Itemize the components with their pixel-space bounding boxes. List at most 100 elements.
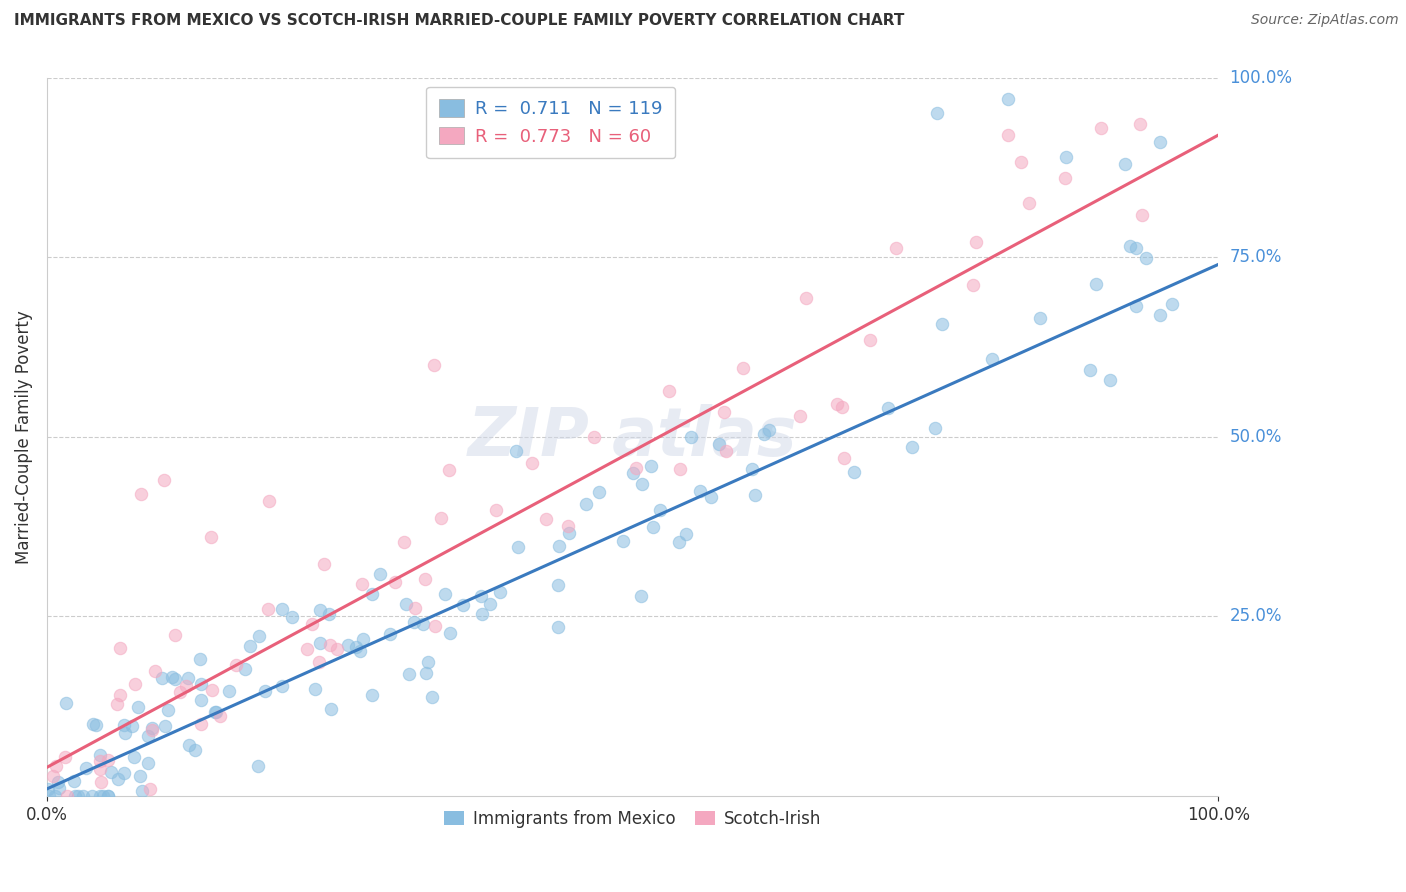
Point xyxy=(319,639,342,653)
Point xyxy=(370,566,392,581)
Point xyxy=(744,488,766,502)
Point xyxy=(675,526,697,541)
Point xyxy=(415,665,437,680)
Point xyxy=(190,677,212,691)
Point xyxy=(90,774,112,789)
Point xyxy=(997,92,1019,106)
Point xyxy=(931,317,953,331)
Point xyxy=(352,632,374,646)
Point xyxy=(114,726,136,740)
Point xyxy=(681,430,703,444)
Point xyxy=(470,589,492,603)
Point xyxy=(1161,297,1184,311)
Point xyxy=(259,494,281,508)
Text: 50.0%: 50.0% xyxy=(1230,428,1282,446)
Point xyxy=(270,602,292,616)
Point xyxy=(522,456,544,470)
Point xyxy=(1054,150,1077,164)
Point xyxy=(1130,208,1153,222)
Point xyxy=(842,465,865,479)
Legend: Immigrants from Mexico, Scotch-Irish: Immigrants from Mexico, Scotch-Irish xyxy=(437,803,828,834)
Point xyxy=(301,616,323,631)
Point xyxy=(129,768,152,782)
Point xyxy=(150,672,173,686)
Point xyxy=(56,789,79,803)
Point xyxy=(97,753,120,767)
Text: IMMIGRANTS FROM MEXICO VS SCOTCH-IRISH MARRIED-COUPLE FAMILY POVERTY CORRELATION: IMMIGRANTS FROM MEXICO VS SCOTCH-IRISH M… xyxy=(14,13,904,29)
Point xyxy=(124,750,146,764)
Point xyxy=(547,539,569,553)
Point xyxy=(138,756,160,770)
Point xyxy=(63,789,86,803)
Point xyxy=(112,717,135,731)
Point xyxy=(201,682,224,697)
Point xyxy=(112,765,135,780)
Point xyxy=(630,476,652,491)
Point xyxy=(831,401,853,415)
Point xyxy=(1125,299,1147,313)
Point xyxy=(1084,277,1107,291)
Point xyxy=(53,750,76,764)
Point xyxy=(72,789,94,803)
Point xyxy=(131,783,153,797)
Point xyxy=(1118,239,1140,253)
Point xyxy=(304,681,326,696)
Point xyxy=(200,530,222,544)
Point xyxy=(876,401,898,415)
Point xyxy=(169,685,191,699)
Point xyxy=(1149,308,1171,322)
Point xyxy=(981,351,1004,366)
Point xyxy=(184,743,207,757)
Point xyxy=(471,607,494,621)
Point xyxy=(1099,373,1122,387)
Text: 75.0%: 75.0% xyxy=(1230,248,1282,266)
Point xyxy=(97,789,120,803)
Point xyxy=(412,616,434,631)
Point xyxy=(165,673,187,687)
Point xyxy=(129,487,152,501)
Point xyxy=(127,700,149,714)
Point xyxy=(110,641,132,656)
Point xyxy=(89,755,111,769)
Point xyxy=(484,503,506,517)
Point xyxy=(309,636,332,650)
Point xyxy=(884,241,907,255)
Point xyxy=(41,769,63,783)
Point xyxy=(1135,251,1157,265)
Point xyxy=(155,719,177,733)
Point xyxy=(398,666,420,681)
Point xyxy=(707,436,730,450)
Point xyxy=(105,697,128,711)
Point xyxy=(55,696,77,710)
Point xyxy=(789,409,811,423)
Point xyxy=(253,684,276,698)
Point xyxy=(82,789,104,803)
Point xyxy=(108,688,131,702)
Point xyxy=(225,657,247,672)
Point xyxy=(451,598,474,612)
Point xyxy=(44,789,66,803)
Point xyxy=(179,738,201,752)
Point xyxy=(505,444,527,458)
Point xyxy=(658,384,681,398)
Point xyxy=(1029,310,1052,325)
Y-axis label: Married-Couple Family Poverty: Married-Couple Family Poverty xyxy=(15,310,32,564)
Point xyxy=(394,597,416,611)
Point xyxy=(420,690,443,704)
Point xyxy=(1114,157,1136,171)
Point xyxy=(965,235,987,250)
Point xyxy=(927,106,949,120)
Point xyxy=(404,615,426,629)
Point xyxy=(124,676,146,690)
Point xyxy=(309,603,332,617)
Point xyxy=(188,652,211,666)
Point xyxy=(337,638,360,652)
Point xyxy=(1090,120,1112,135)
Point xyxy=(45,758,67,772)
Point xyxy=(758,423,780,437)
Point xyxy=(270,679,292,693)
Point xyxy=(716,444,738,458)
Point xyxy=(247,629,270,643)
Point xyxy=(924,420,946,434)
Point xyxy=(257,602,280,616)
